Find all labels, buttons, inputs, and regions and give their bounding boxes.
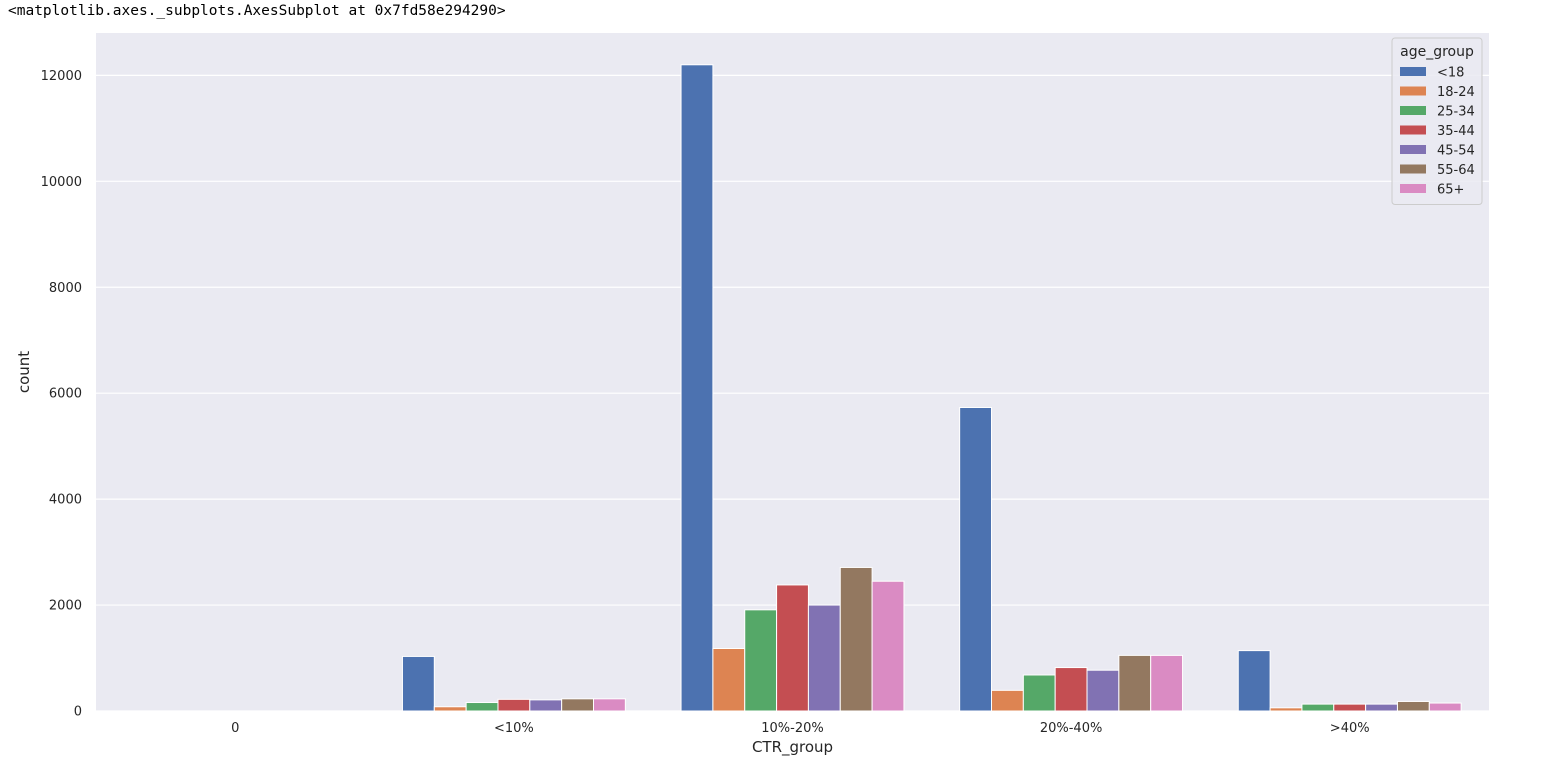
bar <box>593 698 626 712</box>
bar <box>1054 667 1088 712</box>
x-axis-label: CTR_group <box>752 738 833 757</box>
bar <box>529 699 563 712</box>
bar <box>712 647 746 712</box>
legend-entry: 55-64 <box>1437 163 1475 178</box>
y-tick-label: 8000 <box>49 281 82 296</box>
bar <box>1428 702 1462 712</box>
legend-entry: 18-24 <box>1437 85 1475 100</box>
bar <box>776 584 809 712</box>
legend-entry: 65+ <box>1437 183 1464 198</box>
legend-entry: 45-54 <box>1437 144 1475 159</box>
x-tick-label: 10%-20% <box>761 721 823 736</box>
y-tick-label: 12000 <box>41 69 82 84</box>
legend-entry: 35-44 <box>1437 124 1475 139</box>
legend-swatch <box>1400 184 1426 193</box>
bar <box>959 406 992 712</box>
bar <box>1237 650 1271 712</box>
legend-swatch <box>1400 106 1426 115</box>
bar <box>401 655 435 712</box>
legend-swatch <box>1400 125 1426 135</box>
y-tick-label: 6000 <box>49 387 82 402</box>
y-axis-ticks: 0 2000 4000 6000 8000 10000 12000 <box>41 69 82 720</box>
legend-entry: <18 <box>1437 66 1464 81</box>
bar <box>839 566 873 712</box>
y-tick-label: 2000 <box>49 599 82 614</box>
legend-swatch <box>1400 86 1426 96</box>
y-tick-label: 0 <box>74 705 82 720</box>
legend-entry: 25-34 <box>1437 105 1475 120</box>
legend-swatch <box>1400 67 1426 76</box>
bar <box>465 702 499 712</box>
legend-swatch <box>1400 164 1426 174</box>
legend: age_group <18 18-24 25-34 35-44 45-54 55-64 65… <box>1391 37 1483 205</box>
bar <box>561 698 594 712</box>
bars <box>401 64 1462 712</box>
bar <box>680 64 714 712</box>
bar <box>1118 654 1152 712</box>
y-axis-label: count <box>15 351 33 393</box>
output-repr-text: <matplotlib.axes._subplots.AxesSubplot a… <box>8 3 506 19</box>
bar <box>1022 674 1056 712</box>
x-tick-label: >40% <box>1330 721 1370 736</box>
bar <box>1333 703 1367 712</box>
y-tick-label: 10000 <box>41 175 82 190</box>
legend-title: age_group <box>1400 44 1474 60</box>
bar <box>1365 703 1398 712</box>
bar <box>433 706 467 712</box>
bar <box>744 609 778 712</box>
bar <box>1396 700 1430 712</box>
x-axis-ticks: 0 <10% 10%-20% 20%-40% >40% <box>231 721 1369 736</box>
bar <box>1269 707 1303 712</box>
x-tick-label: <10% <box>494 721 534 736</box>
x-tick-label: 20%-40% <box>1040 721 1102 736</box>
bar <box>1150 654 1184 712</box>
y-tick-label: 4000 <box>49 493 82 508</box>
bar <box>991 689 1024 712</box>
legend-swatch <box>1400 145 1426 154</box>
bar <box>807 604 841 712</box>
bar <box>1086 669 1120 712</box>
x-tick-label: 0 <box>231 721 239 736</box>
bar <box>497 698 531 712</box>
legend-box <box>1391 37 1483 205</box>
bar <box>871 580 905 712</box>
bar <box>1301 703 1335 712</box>
